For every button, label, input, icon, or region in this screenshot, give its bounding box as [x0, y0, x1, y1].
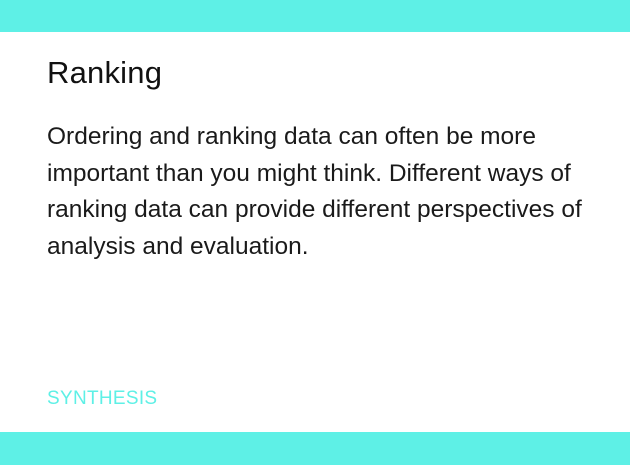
card-title: Ranking: [47, 55, 163, 90]
top-accent-bar: [0, 0, 630, 32]
card-description: Ordering and ranking data can often be m…: [47, 123, 582, 260]
category-label: SYNTHESIS: [47, 388, 158, 409]
bottom-accent-bar: [0, 432, 630, 465]
